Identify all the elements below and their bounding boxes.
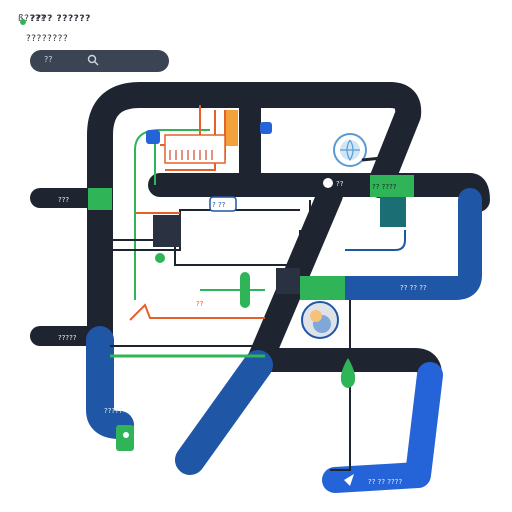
line-blue-lower-diagonal[interactable] xyxy=(175,350,273,475)
label-center-tag: ? ?? xyxy=(212,201,226,209)
header: ß???? ???? ?????? ???????? ?? xyxy=(0,0,512,80)
station-green-tile[interactable] xyxy=(116,425,134,451)
station-orange-tag[interactable] xyxy=(226,110,238,146)
label-node-a: ???? xyxy=(238,86,253,94)
station-lower-dark[interactable] xyxy=(153,215,181,247)
line-green-right-block[interactable] xyxy=(370,175,414,197)
pin-icon[interactable] xyxy=(123,432,129,438)
station-blue-chip[interactable] xyxy=(146,130,160,144)
status-dot xyxy=(20,19,26,25)
station-right-dark[interactable] xyxy=(276,268,300,294)
search-label: ?? xyxy=(44,55,53,64)
line-green-left-block[interactable] xyxy=(88,188,112,210)
label-top-left: ??? xyxy=(58,196,69,204)
station-pill-green[interactable] xyxy=(240,272,250,308)
station-node-left[interactable] xyxy=(155,253,165,263)
cloud-icon[interactable] xyxy=(301,301,339,339)
app-title: ???? ?????? xyxy=(30,14,91,24)
label-bottom-left: ????? xyxy=(104,407,123,415)
station-dense-cluster-upper[interactable] xyxy=(164,134,226,164)
app-subtitle: ???????? xyxy=(26,34,69,44)
label-node-c: ?? xyxy=(336,180,344,188)
send-icon[interactable] xyxy=(344,474,354,486)
station-info-card[interactable] xyxy=(209,196,237,212)
cluster-ticks xyxy=(169,150,213,160)
line-blue-right-loop[interactable] xyxy=(333,188,482,300)
search-bar[interactable]: ?? xyxy=(30,50,169,72)
label-bottom-right: ?? ?? ???? xyxy=(368,478,402,486)
label-right-mid: ?? ???? xyxy=(372,183,397,191)
search-icon xyxy=(87,54,99,66)
brand-mark: ß???? xyxy=(18,14,46,24)
globe-icon[interactable] xyxy=(333,133,383,167)
station-blue-chip-2[interactable] xyxy=(260,122,272,134)
station-node-top[interactable] xyxy=(321,176,335,190)
label-left-lower: ????? xyxy=(58,334,77,342)
label-node-b: ?? xyxy=(196,300,204,308)
line-blue-left-descent[interactable] xyxy=(86,326,134,439)
line-bright-blue-bottom[interactable] xyxy=(322,362,443,493)
label-right-lower: ?? ?? ?? xyxy=(400,284,427,292)
station-teal-tile[interactable] xyxy=(380,197,406,227)
line-green-center-block[interactable] xyxy=(300,276,345,300)
line-dark-outer-loop[interactable] xyxy=(87,82,422,198)
drop-icon[interactable] xyxy=(340,358,356,388)
